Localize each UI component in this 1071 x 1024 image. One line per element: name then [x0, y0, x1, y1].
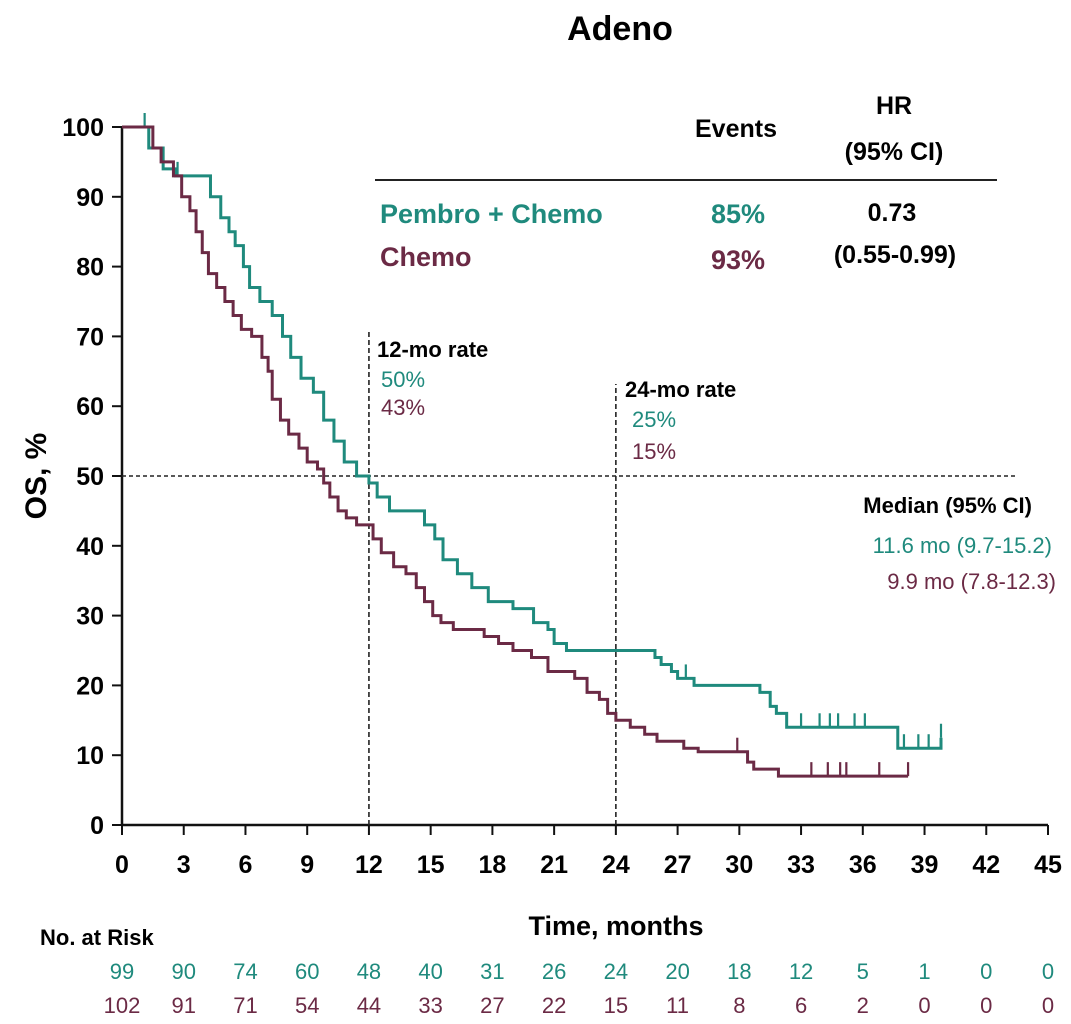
x-tick-label: 0	[115, 851, 129, 879]
series-line-pembro	[122, 125, 943, 750]
risk-count-pembro: 74	[233, 959, 257, 984]
rate12-label: 12-mo rate	[377, 337, 488, 362]
risk-count-chemo: 22	[542, 993, 566, 1018]
risk-count-chemo: 91	[171, 993, 195, 1018]
risk-count-pembro: 12	[789, 959, 813, 984]
x-tick-label: 24	[602, 851, 630, 879]
y-axis-label: OS, %	[20, 433, 53, 520]
risk-count-chemo: 8	[733, 993, 745, 1018]
y-tick-label: 10	[76, 742, 104, 770]
risk-count-pembro: 18	[727, 959, 751, 984]
x-tick-label: 27	[664, 851, 692, 879]
risk-count-chemo: 54	[295, 993, 319, 1018]
median-chemo: 9.9 mo (7.8-12.3)	[887, 569, 1056, 594]
risk-count-pembro: 1	[918, 959, 930, 984]
risk-count-chemo: 102	[104, 993, 141, 1018]
risk-count-pembro: 40	[418, 959, 442, 984]
legend-events-header: Events	[695, 115, 777, 143]
rate24-pembro: 25%	[632, 407, 676, 432]
survival-curves	[122, 113, 943, 778]
x-tick-label: 45	[1034, 851, 1062, 879]
legend-pembro-label: Pembro + Chemo	[380, 199, 603, 229]
x-tick-label: 33	[787, 851, 815, 879]
axes: 0 3 6 9 12 15 18 21 24 27 30 33 36 39 42 45010203040506…	[62, 114, 1062, 879]
risk-count-pembro: 0	[1042, 959, 1054, 984]
x-tick-label: 6	[239, 851, 253, 879]
risk-count-chemo: 0	[918, 993, 930, 1018]
median-pembro: 11.6 mo (9.7-15.2)	[873, 533, 1052, 558]
legend-pembro-events: 85%	[711, 199, 765, 229]
y-tick-label: 80	[76, 254, 104, 282]
legend-hr-value: 0.73	[868, 199, 917, 227]
x-tick-label: 39	[911, 851, 939, 879]
y-tick-label: 50	[76, 463, 104, 491]
x-tick-label: 18	[478, 851, 506, 879]
legend-chemo-events: 93%	[711, 245, 765, 275]
y-tick-label: 100	[62, 114, 104, 142]
risk-count-chemo: 11	[666, 993, 689, 1018]
risk-count-chemo: 0	[980, 993, 992, 1018]
risk-count-chemo: 15	[604, 993, 628, 1018]
risk-count-pembro: 31	[480, 959, 504, 984]
y-tick-label: 20	[76, 672, 104, 700]
risk-count-chemo: 2	[857, 993, 869, 1018]
risk-count-chemo: 44	[357, 993, 381, 1018]
x-axis-label: Time, months	[528, 911, 703, 941]
risk-count-pembro: 99	[110, 959, 134, 984]
risk-count-pembro: 90	[171, 959, 195, 984]
risk-count-pembro: 24	[604, 959, 628, 984]
x-tick-label: 30	[725, 851, 753, 879]
annotations: 12-mo rate 50% 43% 24-mo rate 25% 15% Me…	[377, 337, 1056, 594]
rate12-chemo: 43%	[381, 395, 425, 420]
x-tick-label: 42	[972, 851, 1000, 879]
risk-count-pembro: 48	[357, 959, 381, 984]
x-tick-label: 15	[417, 851, 445, 879]
x-tick-label: 9	[300, 851, 314, 879]
legend-hr-ci-header: (95% CI)	[845, 138, 944, 166]
legend-hr-ci: (0.55-0.99)	[834, 241, 956, 269]
series-line-chemo	[122, 125, 909, 778]
risk-count-pembro: 60	[295, 959, 319, 984]
y-tick-label: 30	[76, 603, 104, 631]
x-tick-label: 36	[849, 851, 877, 879]
y-tick-label: 70	[76, 323, 104, 351]
chart-title: Adeno	[567, 10, 673, 48]
risk-count-chemo: 0	[1042, 993, 1054, 1018]
legend-chemo-label: Chemo	[380, 242, 472, 272]
risk-table-label: No. at Risk	[40, 925, 154, 950]
reference-lines	[122, 332, 1018, 825]
y-tick-label: 60	[76, 393, 104, 421]
risk-table: No. at Risk 99 90 74 60 48 40 31 26 24 20 18 12 5 1 0 0…	[40, 925, 1054, 1018]
risk-count-pembro: 20	[665, 959, 689, 984]
x-tick-label: 12	[355, 851, 383, 879]
rate24-chemo: 15%	[632, 439, 676, 464]
risk-count-chemo: 71	[233, 993, 257, 1018]
x-tick-label: 3	[177, 851, 191, 879]
rate24-label: 24-mo rate	[625, 377, 736, 402]
risk-count-pembro: 26	[542, 959, 566, 984]
y-tick-label: 0	[90, 812, 104, 840]
risk-count-chemo: 6	[795, 993, 807, 1018]
y-tick-label: 40	[76, 533, 104, 561]
risk-count-pembro: 5	[857, 959, 869, 984]
risk-count-pembro: 0	[980, 959, 992, 984]
legend-hr-header: HR	[876, 92, 912, 120]
y-tick-label: 90	[76, 184, 104, 212]
risk-count-chemo: 27	[480, 993, 504, 1018]
risk-count-chemo: 33	[418, 993, 442, 1018]
rate12-pembro: 50%	[381, 367, 425, 392]
median-label: Median (95% CI)	[863, 493, 1032, 518]
legend: Events HR (95% CI) Pembro + Chemo 85% 0.…	[375, 92, 997, 275]
x-tick-label: 21	[540, 851, 568, 879]
